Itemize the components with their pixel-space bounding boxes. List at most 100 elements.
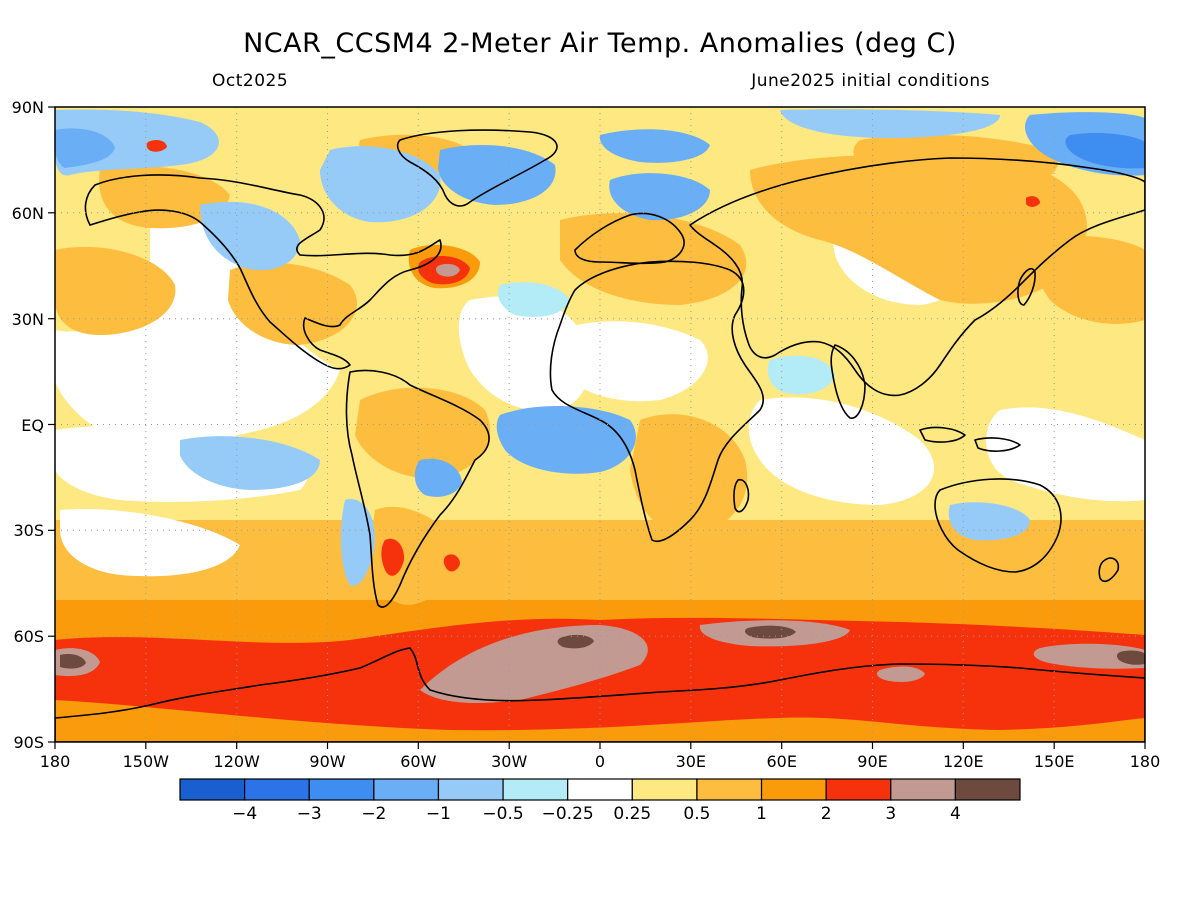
hot-spot-atlantic-core (435, 263, 460, 277)
colorbar-swatch (760, 778, 827, 801)
lon-labels: 180 150W 120W 90W 60W 30W 0 30E 60E 90E … (40, 752, 1161, 771)
cool-patch-chile (340, 499, 375, 586)
colorbar-swatch (502, 778, 569, 801)
lon-label-30w: 30W (491, 752, 527, 771)
cool-patch-brazil (414, 458, 462, 497)
neutral-patch-indian (748, 397, 935, 505)
warm-patch-australia-s (930, 534, 1102, 588)
lat-label-30n: 30N (12, 310, 44, 329)
lon-label-60e: 60E (766, 752, 796, 771)
lon-label-180e: 180 (1130, 752, 1161, 771)
colorbar-swatch (437, 778, 504, 801)
lon-label-150e: 150E (1034, 752, 1075, 771)
colorbar-label: 4 (950, 804, 961, 824)
colorbar-swatch (308, 778, 375, 801)
map-title: NCAR_CCSM4 2-Meter Air Temp. Anomalies (… (243, 28, 957, 59)
lat-label-90n: 90N (12, 98, 44, 117)
colorbar-label: 0.25 (613, 804, 651, 824)
lon-label-90e: 90E (857, 752, 887, 771)
coast-japan (1017, 268, 1036, 306)
colorbar-label: −2 (361, 804, 386, 824)
coast-indonesia (919, 426, 1021, 452)
so-tan-pac (1033, 643, 1145, 669)
so-brown-west (60, 653, 86, 669)
coastlines (55, 129, 1145, 742)
coast-europe-africa (549, 260, 765, 542)
warm-patch-amazon (355, 387, 490, 479)
lon-label-120e: 120E (943, 752, 984, 771)
so-tan-ross (877, 666, 925, 682)
colorbar-label: −0.5 (482, 804, 523, 824)
colorbar-label: 3 (885, 804, 896, 824)
colorbar-swatch (567, 778, 633, 801)
hot-spot-siberia (1026, 196, 1040, 207)
so-tan-atl (420, 625, 648, 703)
warm-patch-europe (560, 213, 747, 305)
coast-antarctica (55, 647, 1145, 742)
lon-label-0: 0 (595, 752, 605, 771)
colorbar-swatch (890, 778, 956, 801)
hot-spot-s-atl (443, 554, 460, 572)
lon-label-30e: 30E (676, 752, 706, 771)
colorbar-swatch (696, 778, 763, 801)
axis-ticks (48, 106, 1146, 749)
colorbar: −4 −3 −2 −1 −0.5 −0.25 0.25 0.5 1 2 3 4 (179, 778, 1021, 824)
colorbar-swatch (954, 778, 1021, 801)
lat-label-90s: 90S (13, 733, 44, 752)
cool-patch-arctic-pac-core (55, 128, 115, 168)
anomaly-field (55, 107, 1145, 742)
lon-label-60w: 60W (400, 752, 436, 771)
lat-label-60n: 60N (12, 204, 44, 223)
cool-patch-arctic-east (780, 109, 1000, 138)
init-conditions-label: June2025 initial conditions (751, 71, 990, 91)
colorbar-label: −4 (232, 804, 257, 824)
cool-patch-se-pac (180, 436, 320, 490)
so-red-band (55, 617, 1145, 742)
cool-patch-greenland (438, 145, 556, 205)
lon-label-180w: 180 (40, 752, 71, 771)
valid-month-label: Oct2025 (212, 71, 289, 91)
coast-north-america (84, 174, 442, 370)
warm-patch-asia (750, 155, 1087, 304)
colorbar-labels: −4 −3 −2 −1 −0.5 −0.25 0.25 0.5 1 2 3 4 (232, 804, 961, 824)
colorbar-label: 2 (821, 804, 832, 824)
so-brown-atl (557, 634, 594, 649)
colorbar-swatch (373, 778, 440, 801)
neutral-patch-westpac (986, 407, 1145, 502)
coast-australia (934, 478, 1062, 573)
lon-label-90w: 90W (309, 752, 345, 771)
coast-scandinavia (574, 212, 685, 265)
cool-patch-natl-sub (498, 282, 570, 317)
lon-label-120w: 120W (214, 752, 261, 771)
colorbar-swatch (631, 778, 698, 801)
lon-label-150w: 150W (123, 752, 170, 771)
cool-patch-arabia (767, 355, 835, 395)
colorbar-swatch (244, 778, 310, 801)
colorbar-swatch (825, 778, 892, 801)
cool-patches (55, 109, 1145, 586)
cool-patch-arctic-ne-core (1065, 132, 1145, 169)
colorbar-label: −1 (426, 804, 451, 824)
lat-label-60s: 60S (13, 627, 44, 646)
lat-labels: 90N 60N 30N EQ 30S 60S 90S (12, 98, 44, 752)
so-brown-indian (744, 625, 796, 639)
cool-patch-canada (200, 201, 300, 271)
hot-spot-arctic-west (146, 139, 167, 152)
lat-label-30s: 30S (13, 521, 44, 540)
cool-patch-scandinavia (609, 173, 710, 221)
coast-new-zealand (1098, 557, 1120, 582)
coast-eurasia (689, 157, 1145, 397)
colorbar-label: −0.25 (542, 804, 594, 824)
lat-label-eq: EQ (21, 416, 44, 435)
cool-patch-australia (948, 502, 1030, 541)
warm-patch-epac (55, 246, 176, 335)
colorbar-swatch (179, 778, 246, 801)
warm-patch-arctic-east (853, 134, 1058, 191)
cool-patch-labrador (320, 146, 441, 223)
colorbar-label: 0.5 (683, 804, 710, 824)
coast-india (830, 344, 866, 419)
neutral-patch-sahara (560, 321, 708, 402)
coast-madagascar (733, 478, 750, 513)
